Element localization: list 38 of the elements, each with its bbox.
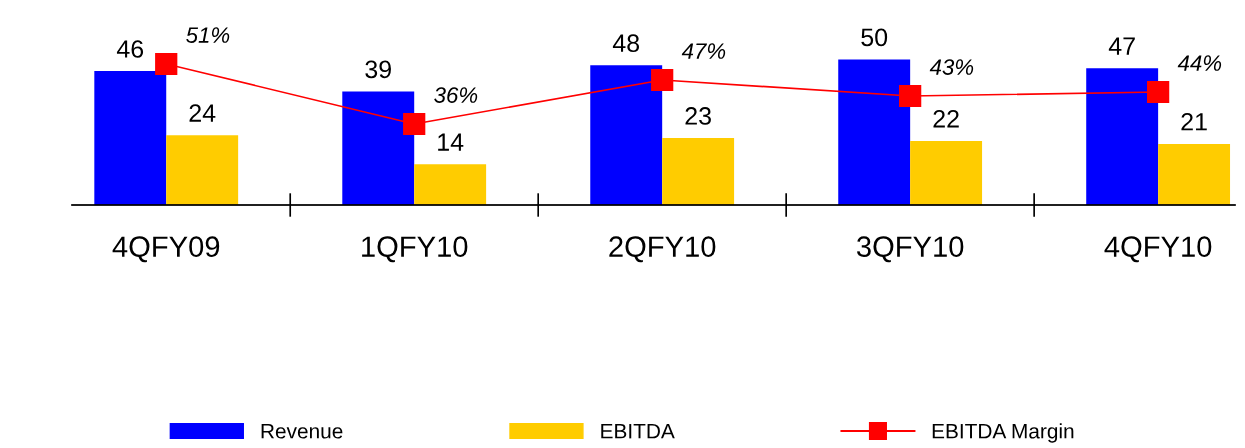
point [651,68,674,92]
bar [94,71,167,205]
x-tick-label: 4QFY09 [112,236,220,263]
data-label: 48 [612,34,640,53]
bar [838,59,911,205]
data-label: 39 [365,60,391,79]
data-label: 24 [189,104,216,122]
data-label: 44% [1177,55,1222,71]
data-label: 23 [685,107,711,125]
x-tick-label: 4QFY10 [1104,236,1212,263]
bar [590,65,663,205]
data-label: 47 [1108,37,1135,55]
data-label: 46 [116,40,144,58]
bar [662,138,735,205]
legend-label: EBITDA [601,424,675,439]
point [403,112,426,136]
bar [166,135,239,205]
bar [1158,143,1231,205]
data-label: 51% [186,27,230,43]
bar [342,91,415,205]
data-label: 43% [929,59,974,75]
x-tick-label: 2QFY10 [609,236,716,263]
bar [414,164,487,205]
legend-label: EBITDA Margin [932,423,1074,443]
data-label: 14 [438,133,464,151]
x-tick-label: 1QFY10 [362,236,468,263]
point [1147,80,1170,104]
bar [1086,68,1159,205]
x-tick-label: 3QFY10 [856,236,964,263]
data-label: 50 [861,28,888,47]
data-label: 21 [1181,112,1207,131]
point [899,84,922,108]
point [155,52,178,76]
data-label: 47% [681,43,726,59]
bar [910,140,983,205]
data-label: 36% [434,87,478,103]
legend-label: Revenue [261,424,343,439]
data-label: 22 [933,109,959,128]
